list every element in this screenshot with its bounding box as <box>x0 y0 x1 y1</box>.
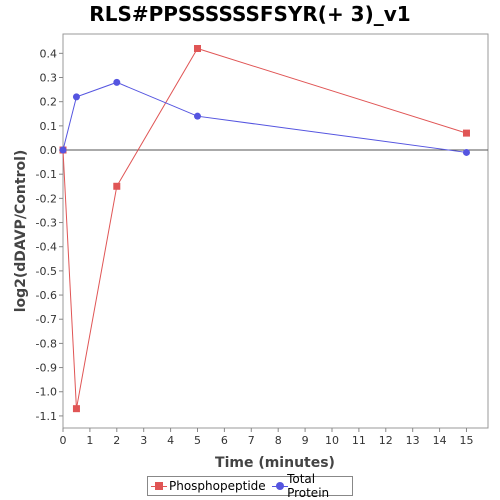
x-tick-label: 9 <box>302 434 309 447</box>
y-tick-label: 0.4 <box>40 47 58 60</box>
x-tick-label: 13 <box>406 434 420 447</box>
x-tick-label: 11 <box>352 434 366 447</box>
x-tick-label: 4 <box>167 434 174 447</box>
x-tick-label: 12 <box>379 434 393 447</box>
legend-item-total-protein: Total Protein <box>271 472 349 500</box>
data-point-total-protein <box>113 78 121 86</box>
x-tick-label: 8 <box>275 434 282 447</box>
series-layer <box>59 45 470 413</box>
x-tick-label: 2 <box>113 434 120 447</box>
y-tick-label: -0.6 <box>36 289 57 302</box>
legend: Phosphopeptide Total Protein <box>147 472 353 500</box>
data-point-total-protein <box>462 148 470 156</box>
data-point-total-protein <box>193 112 201 120</box>
x-tick-label: 5 <box>194 434 201 447</box>
x-tick-label: 14 <box>433 434 447 447</box>
legend-swatch-circle-icon <box>271 481 288 491</box>
y-tick-label: 0.0 <box>40 144 58 157</box>
data-point-total-protein <box>72 93 80 101</box>
x-tick-label: 7 <box>248 434 255 447</box>
plot-area <box>62 33 489 429</box>
y-tick-label: -0.4 <box>36 241 57 254</box>
y-tick-label: -0.8 <box>36 337 57 350</box>
axes: 0.4 0.3 0.2 0.1 0.0 -0.1 -0.2 -0.3 -0.4 -0.5 -0.6 -… <box>36 47 488 447</box>
y-tick-label: 0.2 <box>40 96 58 109</box>
data-point-total-protein <box>59 146 67 154</box>
data-point-phosphopeptide <box>462 129 470 137</box>
data-point-phosphopeptide <box>72 405 80 413</box>
y-tick-label: -0.1 <box>36 168 57 181</box>
y-tick-label: 0.3 <box>40 72 58 85</box>
x-tick-label: 1 <box>86 434 93 447</box>
data-point-phosphopeptide <box>113 182 121 190</box>
chart-title: RLS#PPSSSSSSFSYR(+ 3)_v1 <box>89 2 411 26</box>
x-axis-label: Time (minutes) <box>215 455 335 471</box>
x-tick-label: 10 <box>325 434 339 447</box>
y-tick-label: -0.7 <box>36 313 57 326</box>
y-axis-label: log2(dDAVP/Control) <box>13 150 29 313</box>
y-tick-label: -0.3 <box>36 217 57 230</box>
x-tick-label: 3 <box>140 434 147 447</box>
y-tick-label: -1.1 <box>36 410 57 423</box>
x-tick-label: 15 <box>459 434 473 447</box>
y-tick-label: 0.1 <box>40 120 58 133</box>
y-tick-label: -1.0 <box>36 386 57 399</box>
legend-item-phosphopeptide: Phosphopeptide <box>151 479 266 493</box>
x-tick-label: 6 <box>221 434 228 447</box>
y-tick-label: -0.5 <box>36 265 57 278</box>
data-point-phosphopeptide <box>193 45 201 53</box>
y-tick-label: -0.9 <box>36 362 57 375</box>
legend-swatch-square-icon <box>151 481 167 491</box>
legend-label: Total Protein <box>287 472 330 500</box>
legend-label: Phosphopeptide <box>169 479 266 493</box>
y-tick-label: -0.2 <box>36 192 57 205</box>
x-tick-label: 0 <box>60 434 67 447</box>
